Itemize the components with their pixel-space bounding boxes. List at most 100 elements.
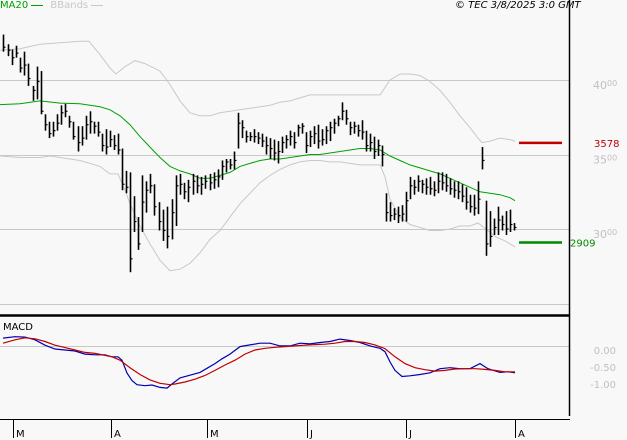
price-bar (245, 130, 249, 143)
price-axis-label: 4000 (593, 79, 617, 92)
price-bar (241, 120, 245, 139)
price-bar (89, 111, 93, 134)
price-bar (129, 172, 133, 273)
price-bar (337, 115, 341, 127)
price-bar (433, 181, 437, 197)
price-bar (425, 178, 429, 195)
price-bar (405, 191, 409, 222)
price-bar (265, 136, 269, 155)
price-bar (317, 124, 321, 149)
price-bar (162, 209, 166, 241)
ohlc-bars (2, 34, 517, 273)
copyright-timestamp: © TEC 3/8/2025 3:0 GMT (455, 0, 581, 11)
macd-panel-label: MACD (3, 322, 33, 333)
price-bar (77, 126, 81, 152)
price-bar (369, 133, 373, 152)
price-bar (421, 179, 425, 194)
price-bar (213, 172, 217, 189)
price-bar (353, 121, 357, 134)
price-bar (325, 126, 329, 145)
price-bar (64, 103, 68, 118)
price-bar (44, 114, 48, 131)
ma20-polyline (0, 100, 516, 202)
support-resistance-levels: 3578 2909 (519, 139, 619, 250)
price-bar (409, 176, 413, 200)
price-bar (269, 138, 273, 159)
x-tick-label: M (210, 429, 219, 440)
price-bar (171, 199, 175, 240)
price-bar (349, 121, 353, 136)
price-bar (289, 130, 293, 146)
bb-upper-line (0, 40, 516, 144)
price-bar (453, 181, 457, 198)
price-bar (513, 223, 517, 231)
resistance-label: 3578 (594, 139, 619, 150)
legend-bbands: BBands (50, 0, 89, 11)
price-bar (345, 109, 349, 125)
price-axis-labels: 4000 3500 3000 (593, 79, 617, 241)
price-bar (2, 34, 6, 52)
price-bar (36, 66, 40, 100)
price-bar (221, 160, 225, 180)
price-bar (473, 194, 477, 216)
price-bar (489, 211, 493, 247)
x-tick-label: J (408, 429, 412, 440)
price-bar (52, 121, 56, 137)
price-bar (309, 130, 313, 148)
price-bar (11, 49, 15, 66)
price-bar (253, 129, 257, 143)
price-bar (200, 176, 204, 195)
price-bar (229, 158, 233, 170)
price-bar (393, 208, 397, 221)
x-tick-label: M (16, 429, 25, 440)
price-bar (15, 45, 19, 58)
price-bar (204, 175, 208, 189)
price-bar (449, 178, 453, 195)
price-bar (385, 193, 389, 222)
price-bar (40, 71, 44, 115)
price-bar (19, 57, 23, 73)
price-bar (441, 172, 445, 191)
price-bar (485, 200, 489, 256)
legend-ma20-swatch (31, 4, 44, 6)
price-bar (297, 124, 301, 137)
price-bar (196, 175, 200, 194)
price-bar (261, 133, 265, 148)
price-bar (187, 179, 191, 203)
macd-lines (2, 336, 516, 389)
signal-line (2, 337, 515, 386)
price-bar (465, 187, 469, 210)
price-bar (133, 196, 137, 232)
price-bar (257, 132, 261, 145)
price-bar (397, 206, 401, 224)
price-bar (361, 120, 365, 140)
price-bar (413, 179, 417, 195)
price-bar (85, 115, 89, 140)
price-bar (321, 129, 325, 146)
legend-bbands-swatch (91, 4, 104, 6)
x-tick-label: A (114, 429, 121, 440)
price-bar (93, 121, 97, 134)
price-bar (313, 126, 317, 145)
price-bar (97, 121, 101, 137)
price-bar (373, 136, 377, 159)
price-bar (175, 175, 179, 227)
price-bar (277, 141, 281, 164)
price-bar (377, 139, 381, 156)
price-bar (401, 205, 405, 222)
price-bar (445, 173, 449, 192)
price-bar (381, 145, 385, 167)
price-bar (60, 105, 64, 125)
price-bar (477, 181, 481, 215)
price-bar (365, 130, 369, 152)
support-label: 2909 (570, 239, 595, 250)
price-bar (285, 135, 289, 149)
price-bar (225, 158, 229, 173)
ma20-line (0, 100, 516, 202)
price-bar (249, 132, 253, 142)
price-bar (301, 123, 305, 134)
price-bar (113, 135, 117, 151)
price-bar (27, 63, 31, 86)
macd-axis-labels: 0.00 -0.50 -1.00 (590, 346, 616, 391)
